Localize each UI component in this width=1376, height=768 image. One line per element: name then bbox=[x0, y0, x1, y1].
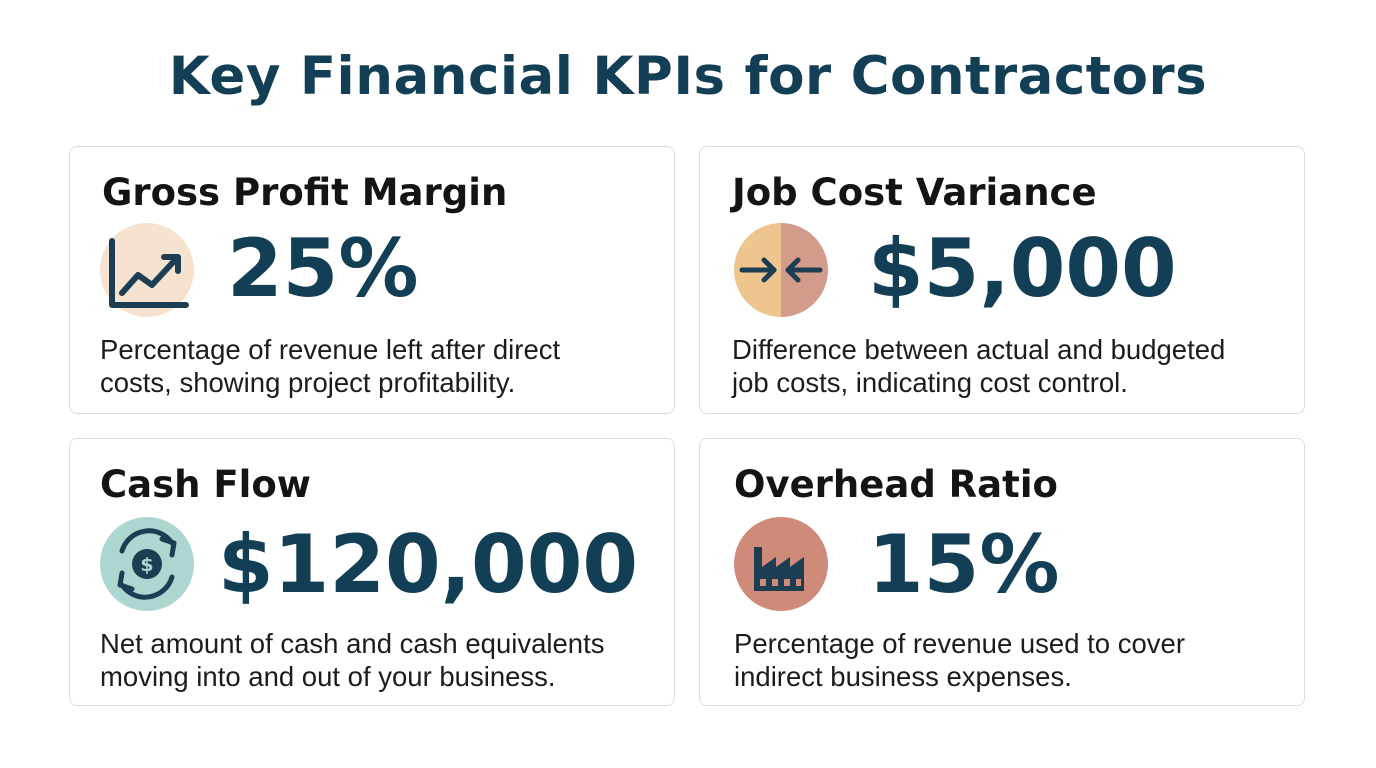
kpi-card-overhead-ratio: Overhead Ratio 15% Percentage of revenue… bbox=[699, 438, 1305, 706]
kpi-description: Net amount of cash and cash equivalents … bbox=[100, 627, 660, 693]
kpi-card-job-cost-variance: Job Cost Variance $5,000 Difference betw… bbox=[699, 146, 1305, 414]
kpi-value: $5,000 bbox=[868, 222, 1177, 315]
kpi-description-line: Percentage of revenue used to cover bbox=[734, 628, 1185, 659]
kpi-description-line: moving into and out of your business. bbox=[100, 661, 556, 692]
kpi-value: 15% bbox=[868, 518, 1060, 611]
kpi-title: Cash Flow bbox=[100, 463, 311, 506]
kpi-description-line: job costs, indicating cost control. bbox=[732, 367, 1128, 398]
kpi-description-line: Percentage of revenue left after direct bbox=[100, 334, 561, 365]
kpi-value: $120,000 bbox=[218, 518, 639, 611]
kpi-card-cash-flow: Cash Flow $ $120,000 Net amount of cash … bbox=[69, 438, 675, 706]
kpi-description: Difference between actual and budgeted j… bbox=[732, 333, 1292, 399]
trend-up-chart-icon bbox=[100, 223, 194, 317]
kpi-title: Gross Profit Margin bbox=[102, 171, 508, 214]
kpi-value: 25% bbox=[227, 222, 419, 315]
kpi-description-line: costs, showing project profitability. bbox=[100, 367, 516, 398]
kpi-title: Job Cost Variance bbox=[732, 171, 1097, 214]
kpi-description-line: Net amount of cash and cash equivalents bbox=[100, 628, 605, 659]
factory-icon bbox=[734, 517, 828, 611]
page-title: Key Financial KPIs for Contractors bbox=[168, 46, 1208, 107]
kpi-description: Percentage of revenue left after direct … bbox=[100, 333, 660, 399]
kpi-card-gross-profit-margin: Gross Profit Margin 25% Percentage of re… bbox=[69, 146, 675, 414]
arrows-converge-icon bbox=[734, 223, 828, 317]
dollar-circular-arrows-icon: $ bbox=[100, 517, 194, 611]
kpi-description-line: indirect business expenses. bbox=[734, 661, 1072, 692]
svg-text:$: $ bbox=[140, 554, 153, 576]
kpi-description: Percentage of revenue used to cover indi… bbox=[734, 627, 1294, 693]
kpi-description-line: Difference between actual and budgeted bbox=[732, 334, 1226, 365]
kpi-title: Overhead Ratio bbox=[734, 463, 1058, 506]
